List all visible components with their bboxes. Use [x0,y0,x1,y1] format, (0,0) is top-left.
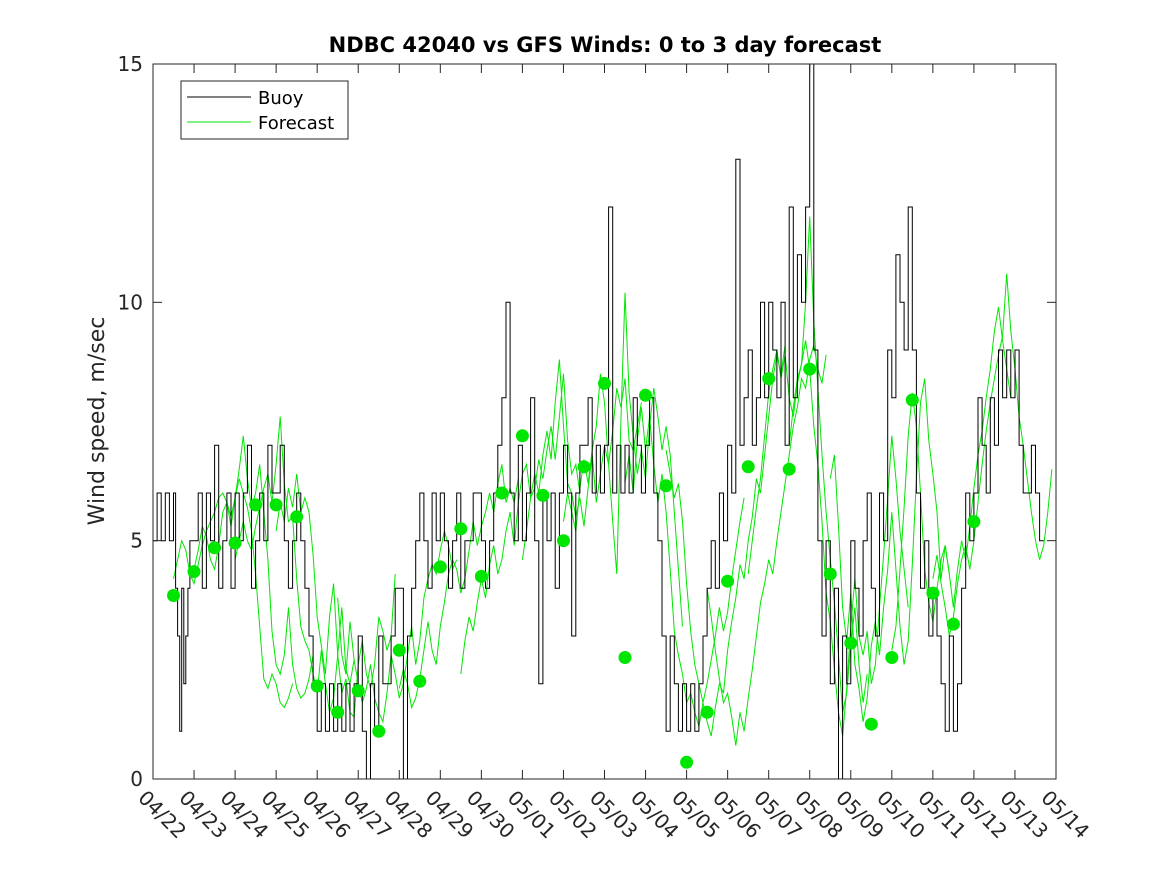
forecast-run-line [624,407,745,727]
y-tick-label: 10 [118,290,143,314]
analysis-point [331,705,345,719]
analysis-point [413,674,427,688]
analysis-point [803,362,817,376]
analysis-point [228,536,242,550]
forecast-run-line [829,378,950,722]
analysis-point [515,429,529,443]
analysis-point [926,586,940,600]
analysis-point [844,636,858,650]
analysis-point [536,488,550,502]
analysis-point [618,651,632,664]
analysis-point [167,589,180,602]
forecast-run-line [234,416,355,713]
analysis-point [269,498,283,512]
y-tick-label: 15 [118,52,143,76]
forecast-run-line [275,473,396,719]
legend-box [180,80,349,140]
analysis-point [885,651,899,664]
forecast-run-line [665,345,786,737]
analysis-point [967,515,981,529]
analysis-point [598,376,611,390]
analysis-point [639,388,652,402]
buoy-line [153,63,1044,780]
x-tick-label: 05/14 [1036,786,1094,844]
analysis-point [474,569,488,583]
analysis-point [249,498,263,512]
legend: Buoy Forecast [180,80,349,140]
analysis-point [372,724,386,738]
analysis-point [782,462,796,476]
analysis-point [290,510,304,524]
analysis-point [495,486,509,500]
analysis-point [454,522,468,536]
chart-title: NDBC 42040 vs GFS Winds: 0 to 3 day fore… [329,33,882,57]
analysis-point [905,393,919,407]
analysis-point [187,565,201,579]
analysis-point [577,460,591,474]
y-tick-label: 0 [130,767,143,791]
analysis-point [946,617,960,631]
y-axis-ticks: 0 5 10 15 [118,52,1056,791]
analysis-point [741,460,755,474]
analysis-point [659,479,673,493]
analysis-point [680,755,694,769]
analysis-point [310,679,324,693]
analysis-point [721,574,735,588]
y-tick-label: 5 [130,529,143,553]
plot-frame [153,64,1056,779]
forecast-run-line [706,345,827,746]
analysis-point [392,643,406,657]
buoy-series [153,63,1044,780]
analysis-point [433,560,447,574]
y-axis-label: Wind speed, m/sec [85,317,110,526]
analysis-point [351,684,365,698]
analysis-point [762,372,776,386]
analysis-point [823,567,837,581]
analysis-point [700,705,714,719]
analysis-point [208,541,222,555]
analysis-point [557,534,570,548]
legend-forecast-label: Forecast [258,113,334,134]
forecast-run-line [173,478,294,709]
legend-buoy-label: Buoy [258,88,304,109]
analysis-markers [167,362,981,769]
analysis-point [864,717,878,731]
